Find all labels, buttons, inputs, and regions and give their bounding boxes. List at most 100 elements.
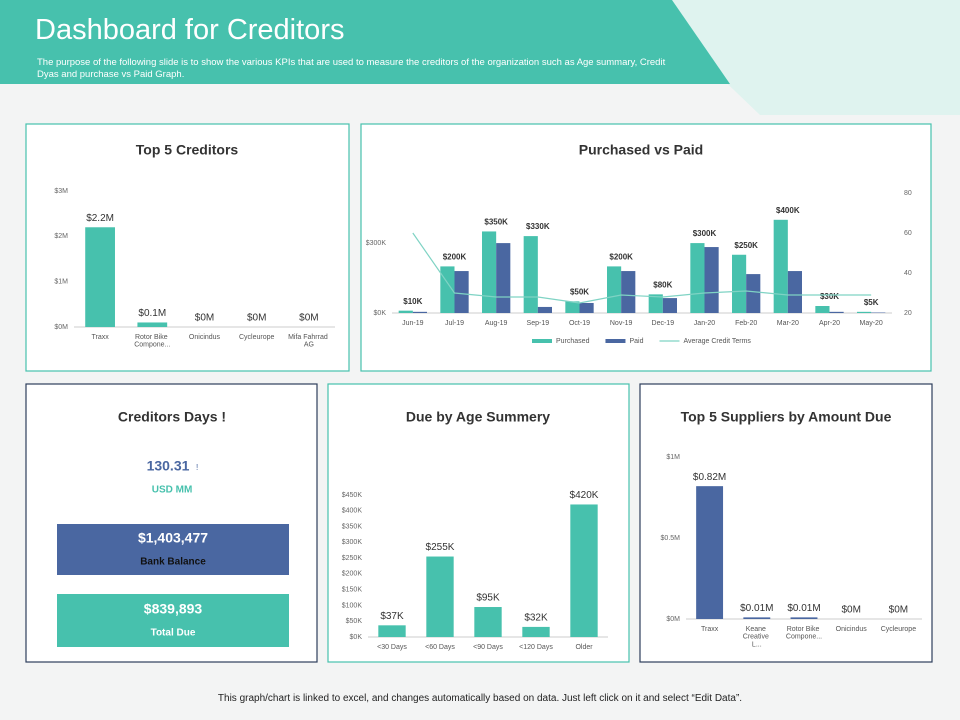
value-label: $0M (247, 313, 266, 324)
y-tick-label: $0K (350, 634, 363, 641)
y-tick-label: $3M (54, 188, 68, 195)
y-tick-label: $150K (342, 587, 363, 594)
kpi-mark: ! (196, 463, 198, 472)
y-tick-label: $250K (342, 555, 363, 562)
page-description: The purpose of the following slide is to… (37, 57, 666, 80)
x-tick-label: Jul-19 (445, 320, 464, 327)
line-series (412, 232, 872, 304)
kpi-box-value: $839,893 (144, 601, 203, 617)
legend-swatch (532, 339, 552, 343)
x-tick-label: <120 Days (519, 644, 553, 651)
bar (743, 617, 771, 619)
x-tick-label: Jan-20 (694, 320, 716, 327)
bar (662, 298, 677, 313)
bar (607, 266, 622, 313)
chart-title: Top 5 Suppliers by Amount Due (681, 409, 892, 425)
y-tick-label: $350K (342, 523, 363, 530)
panel (360, 123, 932, 372)
value-label: $0.1M (138, 308, 166, 319)
y2-tick-label: 40 (904, 270, 912, 277)
y2-tick-label: 20 (904, 310, 912, 317)
y-tick-label: $200K (342, 571, 363, 578)
x-tick-label: Mar-20 (777, 320, 799, 327)
value-label: $420K (570, 490, 599, 501)
x-tick-label: Onicindus (189, 334, 221, 341)
page-title: Dashboard for Creditors (35, 14, 345, 46)
value-label: $32K (524, 613, 548, 624)
x-tick-label: Dec-19 (652, 320, 675, 327)
bar (570, 504, 598, 637)
value-label: $0.01M (740, 603, 773, 614)
bar (523, 236, 538, 313)
x-tick-label: <30 Days (377, 644, 407, 651)
bar (621, 271, 636, 313)
value-label: $200K (443, 253, 467, 262)
y-tick-label: $2M (54, 233, 68, 240)
y-tick-label: $450K (342, 492, 363, 499)
y-tick-label: $0M (666, 616, 680, 623)
x-tick-label: May-20 (859, 320, 882, 327)
value-label: $0M (889, 605, 908, 616)
value-label: $0.82M (693, 472, 726, 483)
value-label: $80K (653, 280, 672, 289)
x-tick-label: Nov-19 (610, 320, 633, 327)
value-label: $30K (820, 292, 839, 301)
x-tick-label: Aug-19 (485, 320, 508, 327)
y2-tick-label: 60 (904, 230, 912, 237)
bar (398, 310, 413, 313)
panel-title: Creditors Days ! (118, 409, 226, 425)
value-label: $95K (476, 593, 500, 604)
x-tick-label: Cycleurope (239, 334, 275, 341)
chart-title: Top 5 Creditors (136, 142, 239, 158)
kpi-box (57, 594, 289, 647)
bar (815, 306, 830, 313)
bar (85, 227, 115, 327)
bar (790, 617, 818, 619)
value-label: $0.01M (787, 603, 820, 614)
bar (454, 271, 469, 313)
value-label: $250K (734, 241, 758, 250)
value-label: $200K (609, 253, 633, 262)
bar (704, 247, 719, 313)
panel (639, 383, 933, 663)
y-tick-label: $50K (346, 618, 363, 625)
value-label: $0M (299, 313, 318, 324)
bar (426, 556, 454, 637)
value-label: $50K (570, 287, 589, 296)
y-tick-label: $300K (342, 539, 363, 546)
kpi-value: 130.31 (147, 458, 190, 474)
bar (857, 311, 872, 313)
kpi-box-label: Total Due (151, 628, 196, 639)
x-tick-label: Keane Creative L... (743, 626, 771, 648)
y-tick-label: $0K (374, 310, 387, 317)
x-tick-label: Oct-19 (569, 320, 590, 327)
x-tick-label: Traxx (91, 334, 109, 341)
y-tick-label: $400K (342, 508, 363, 515)
kpi-box-label: Bank Balance (140, 557, 206, 568)
bar (565, 301, 580, 313)
value-label: $300K (693, 229, 717, 238)
x-tick-label: Traxx (701, 626, 719, 633)
y-tick-label: $1M (54, 279, 68, 286)
y-tick-label: $0M (54, 324, 68, 331)
x-tick-label: Jun-19 (402, 320, 424, 327)
bar (412, 311, 427, 313)
bar (537, 306, 552, 313)
value-label: $255K (426, 542, 455, 553)
value-label: $10K (403, 297, 422, 306)
y-tick-label: $300K (366, 240, 387, 247)
value-label: $2.2M (86, 213, 114, 224)
x-tick-label: Onicindus (836, 626, 868, 633)
bar (696, 486, 724, 619)
chart-title: Purchased vs Paid (579, 142, 704, 158)
value-label: $330K (526, 222, 550, 231)
x-tick-label: Feb-20 (735, 320, 757, 327)
y-tick-label: $1M (666, 454, 680, 461)
x-tick-label: <60 Days (425, 644, 455, 651)
bar (690, 243, 705, 313)
x-tick-label: Apr-20 (819, 320, 840, 327)
bar (482, 231, 497, 313)
chart-title: Due by Age Summery (406, 409, 550, 425)
